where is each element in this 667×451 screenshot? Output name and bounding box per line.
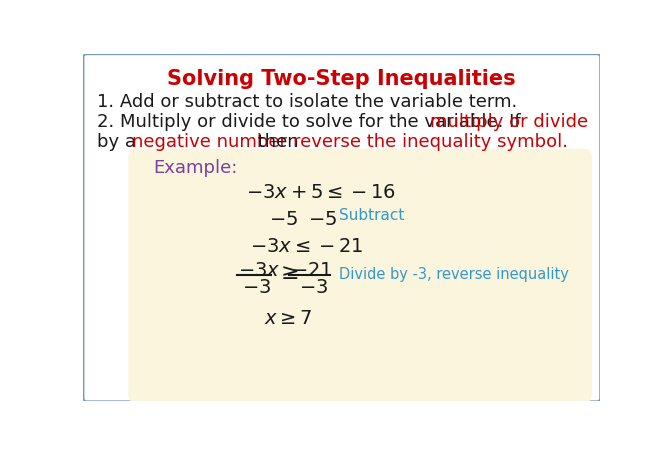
Text: $-3x$: $-3x$ <box>238 261 281 280</box>
FancyBboxPatch shape <box>83 54 600 401</box>
Text: by a: by a <box>97 133 142 152</box>
FancyBboxPatch shape <box>128 149 592 403</box>
Text: Solving Two-Step Inequalities: Solving Two-Step Inequalities <box>167 69 516 89</box>
Text: 1. Add or subtract to isolate the variable term.: 1. Add or subtract to isolate the variab… <box>97 93 518 111</box>
Text: reverse the inequality symbol.: reverse the inequality symbol. <box>293 133 568 152</box>
Text: $\geq$: $\geq$ <box>275 263 298 283</box>
Text: $x\geq7$: $x\geq7$ <box>264 309 313 328</box>
Text: $-3$: $-3$ <box>242 278 271 297</box>
Text: $-5$: $-5$ <box>308 211 338 230</box>
Text: Divide by -3, reverse inequality: Divide by -3, reverse inequality <box>339 267 569 282</box>
Text: Subtract: Subtract <box>339 208 404 223</box>
Text: $-3x\leq-21$: $-3x\leq-21$ <box>250 237 364 256</box>
Text: multiply or divide: multiply or divide <box>430 113 588 131</box>
Text: Example:: Example: <box>153 159 237 177</box>
Text: then: then <box>252 133 305 152</box>
Text: 2. Multiply or divide to solve for the variable. If: 2. Multiply or divide to solve for the v… <box>97 113 527 131</box>
Text: $-21$: $-21$ <box>291 261 332 280</box>
Text: $-3x+5\leq-16$: $-3x+5\leq-16$ <box>246 184 396 202</box>
Text: $-5$: $-5$ <box>269 211 298 230</box>
Text: negative number: negative number <box>132 133 287 152</box>
Text: $-3$: $-3$ <box>299 278 328 297</box>
